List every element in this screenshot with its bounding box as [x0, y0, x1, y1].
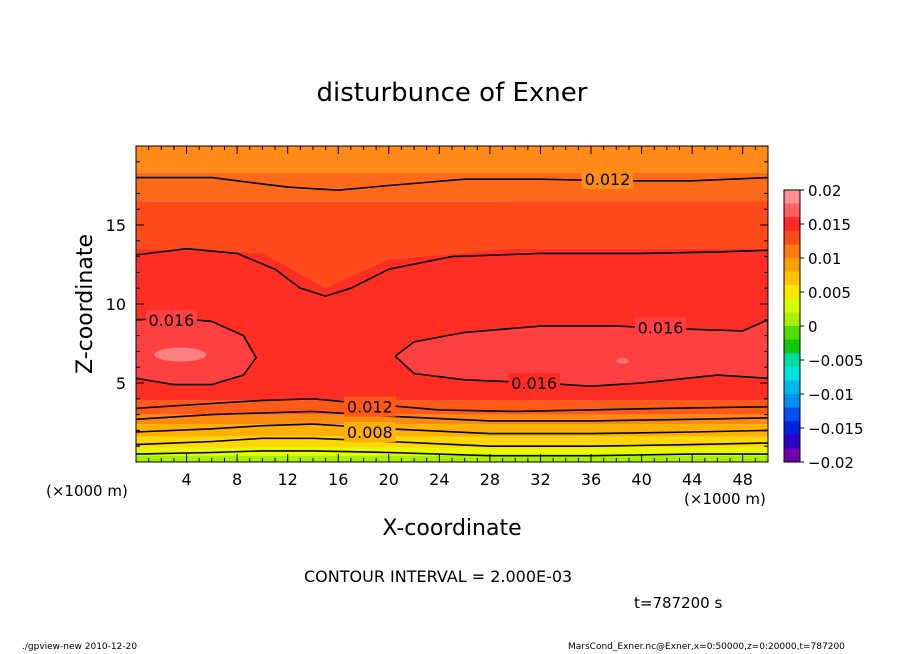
y-tick-label: 5: [116, 374, 126, 393]
x-tick-label: 24: [429, 470, 449, 489]
x-tick-label: 12: [278, 470, 298, 489]
colorbar-swatch: [784, 203, 800, 218]
contour-label: 0.016: [148, 311, 194, 330]
contour-interval-note: CONTOUR INTERVAL = 2.000E-03: [304, 567, 573, 586]
colorbar-swatch: [784, 366, 800, 381]
contour-line: [136, 247, 768, 297]
contour-label: 0.016: [511, 374, 557, 393]
fill-band: [154, 347, 207, 362]
contour-label-layer: 0.012 0.016 0.016 0.016 0.012 0.008: [145, 169, 687, 442]
x-tick-label: 48: [733, 470, 753, 489]
x-tick-label: 32: [530, 470, 550, 489]
colorbar-label: −0.01: [808, 386, 854, 404]
contour-line: [394, 318, 768, 388]
colorbar-label: 0.005: [808, 284, 851, 302]
x-tick-label: 8: [232, 470, 242, 489]
x-tick-label: 40: [631, 470, 651, 489]
colorbar-label: 0: [808, 318, 818, 336]
contour-label: 0.012: [585, 170, 631, 189]
fill-band: [136, 201, 768, 289]
colorbar-swatch: [784, 230, 800, 245]
contour-line: [136, 450, 768, 457]
x-tick-label: 44: [682, 470, 702, 489]
colorbar-swatch: [784, 298, 800, 313]
y-axis-label: Z-coordinate: [73, 234, 98, 374]
contour-label: 0.016: [638, 319, 684, 338]
colorbar-swatch: [784, 380, 800, 395]
contour-label-bg: [344, 421, 396, 442]
contour-line: [136, 176, 768, 192]
contour-label: 0.008: [347, 423, 393, 442]
contour-label-bg: [344, 396, 396, 417]
fill-band: [136, 400, 768, 415]
x-axis-label: X-coordinate: [382, 516, 521, 541]
x-tick-label: 28: [480, 470, 500, 489]
colorbar-label: −0.015: [808, 420, 864, 438]
colorbar-swatch: [784, 448, 800, 463]
contour-label-bg: [145, 309, 198, 330]
contour-label-bg: [508, 373, 560, 393]
x-tick-label: 36: [581, 470, 601, 489]
x-unit-left: (×1000 m): [46, 482, 128, 500]
x-tick-label: 4: [181, 470, 191, 489]
colorbar-swatch: [784, 339, 800, 354]
fill-band: [136, 146, 768, 173]
fill-band: [136, 172, 768, 202]
chart-title: disturbunce of Exner: [317, 78, 588, 108]
colorbar-swatch: [784, 217, 800, 232]
colorbar-swatch: [784, 258, 800, 273]
contour-label-bg: [634, 317, 687, 338]
colorbar-label: 0.01: [808, 250, 841, 268]
colorbar-label: −0.02: [808, 454, 854, 472]
x-tick-label: 16: [328, 470, 348, 489]
contour-line: [136, 397, 768, 413]
contour-label: 0.012: [347, 398, 393, 417]
footer-left-info: ./gpview-new 2010-12-20: [22, 642, 138, 652]
fill-band: [136, 436, 768, 448]
colorbar: 0.02 0.015 0.01 0.005 0 −0.005 −0.01 −0.015 −0.0…: [783, 182, 864, 472]
colorbar-swatch: [784, 394, 800, 409]
colorbar-swatch: [784, 434, 800, 449]
time-label: t=787200 s: [634, 594, 723, 612]
colorbar-swatch: [784, 271, 800, 286]
fill-band: [136, 447, 768, 456]
colorbar-label: 0.02: [808, 182, 841, 200]
x-axis: 4 8 12 16 20 24 28 32 36 40 44 48: [148, 146, 756, 489]
colorbar-label: 0.015: [808, 216, 851, 234]
colorbar-swatch: [784, 312, 800, 327]
contour-label-bg: [581, 169, 634, 190]
x-unit-right: (×1000 m): [684, 490, 766, 508]
x-tick-label: 20: [379, 470, 399, 489]
fill-band: [616, 357, 629, 364]
colorbar-swatch: [784, 421, 800, 436]
colorbar-swatch: [784, 407, 800, 422]
y-tick-label: 15: [106, 216, 126, 235]
colorbar-swatch: [784, 353, 800, 368]
y-tick-label: 10: [106, 295, 126, 314]
colorbar-swatch: [784, 190, 800, 205]
colorbar-label: −0.005: [808, 352, 864, 370]
fill-band: [136, 424, 768, 437]
y-axis: 5 10 15: [106, 161, 768, 447]
footer-right-info: MarsCond_Exner.nc@Exner,x=0:50000,z=0:20…: [568, 642, 845, 652]
colorbar-swatch: [784, 326, 800, 341]
colorbar-swatch: [784, 244, 800, 259]
colorbar-swatch: [784, 285, 800, 300]
contour-line-layer: [136, 176, 768, 457]
